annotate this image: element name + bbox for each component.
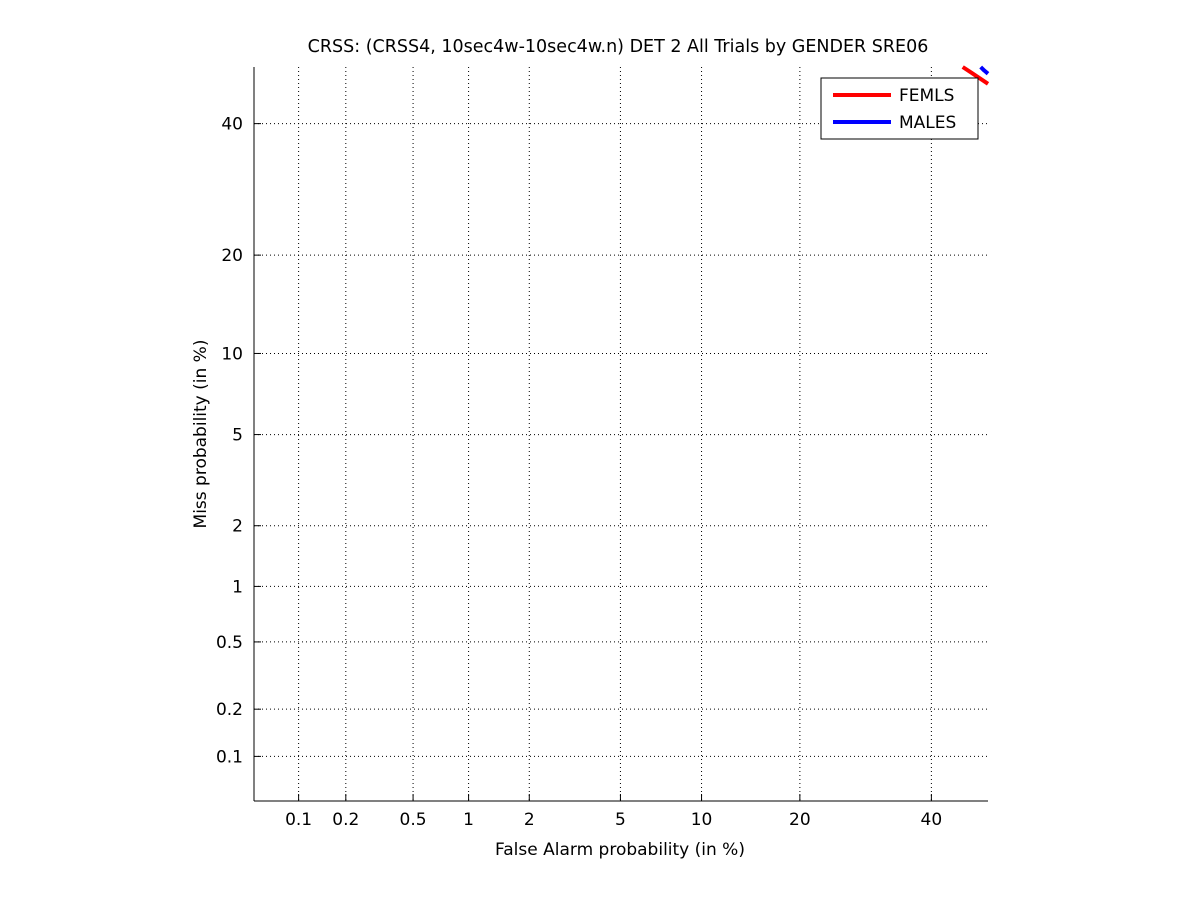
y-tick-label: 40 bbox=[221, 115, 243, 135]
x-tick-label: 10 bbox=[691, 810, 713, 830]
series-line-femls bbox=[961, 65, 990, 86]
plot-frame bbox=[254, 67, 988, 801]
y-axis-label: Miss probability (in %) bbox=[191, 340, 211, 529]
x-tick-label: 0.1 bbox=[285, 810, 312, 830]
series-line-males bbox=[979, 65, 990, 76]
y-tick-label: 0.1 bbox=[216, 747, 243, 767]
legend: FEMLS MALES bbox=[820, 77, 979, 140]
y-tick-label: 0.5 bbox=[216, 633, 243, 653]
x-tick-label: 1 bbox=[463, 810, 474, 830]
x-tick-label: 2 bbox=[524, 810, 535, 830]
y-tick-label: 20 bbox=[221, 246, 243, 266]
x-tick-label: 40 bbox=[921, 810, 943, 830]
chart-title: CRSS: (CRSS4, 10sec4w-10sec4w.n) DET 2 A… bbox=[308, 37, 929, 57]
x-tick-label: 0.2 bbox=[332, 810, 359, 830]
legend-label-femls: FEMLS bbox=[899, 86, 954, 106]
y-tick-label: 1 bbox=[232, 577, 243, 597]
y-tick-label: 10 bbox=[221, 344, 243, 364]
x-tick-label: 0.5 bbox=[400, 810, 427, 830]
legend-box bbox=[820, 77, 979, 140]
x-tick-label: 20 bbox=[789, 810, 811, 830]
x-axis-label: False Alarm probability (in %) bbox=[495, 840, 745, 860]
grid-lines bbox=[254, 67, 988, 801]
axis-ticks: 0.1 0.2 0.5 1 2 5 10 20 40 0.1 0.2 0.5 1 2 5 10 20 40 bbox=[216, 67, 988, 830]
series-lines bbox=[961, 65, 990, 86]
x-tick-label: 5 bbox=[615, 810, 626, 830]
y-tick-label: 0.2 bbox=[216, 700, 243, 720]
y-tick-label: 2 bbox=[232, 517, 243, 537]
y-tick-label: 5 bbox=[232, 426, 243, 446]
legend-label-males: MALES bbox=[899, 113, 956, 133]
